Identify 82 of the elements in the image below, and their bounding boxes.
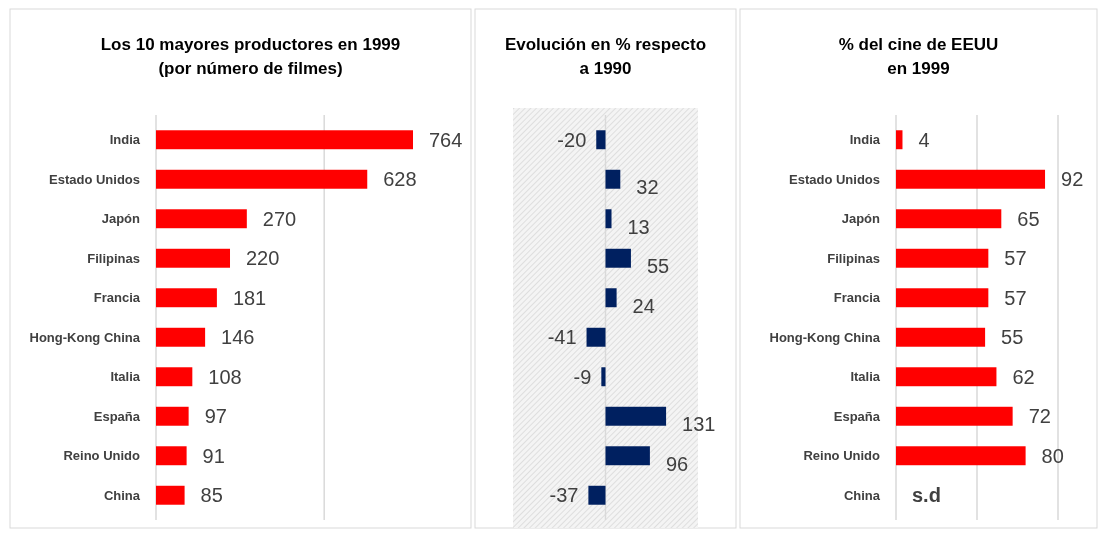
bar [156,209,247,229]
data-label: 65 [1017,207,1040,230]
y-tick-label: Italia [110,369,141,385]
data-label: 131 [682,413,716,436]
data-label: 108 [208,365,242,388]
y-tick-label: China [103,487,141,503]
bar [156,485,185,505]
data-label: 62 [1012,365,1035,388]
y-tick-label: Francia [93,290,141,306]
bar [605,288,617,308]
y-tick-label: Reino Unido [63,448,141,464]
bar [156,288,217,308]
bar [605,169,621,189]
bar [605,209,612,229]
bar [596,130,606,150]
y-tick-label: España [833,408,881,424]
y-tick-label: Francia [833,290,881,306]
bar [586,327,606,347]
data-label: 91 [202,444,225,467]
data-label: 270 [262,207,297,230]
bar [156,406,189,426]
bar [156,446,187,466]
y-tick-label: Italia [850,369,881,385]
data-label: 85 [200,484,223,507]
data-label: 24 [632,294,655,317]
data-label: 55 [1001,326,1024,349]
y-tick-label: Estado Unidos [48,171,140,187]
bar [605,248,631,268]
text: s.d [912,484,941,507]
data-label: 4 [918,128,930,151]
y-tick-label: Hong-Kong China [29,329,141,345]
y-tick-label: Hong-Kong China [769,329,881,345]
data-label: -37 [549,484,579,507]
data-label: 32 [636,176,659,199]
data-label: -41 [547,326,577,349]
bar [896,209,1002,229]
bar [156,130,413,150]
bar [605,446,650,466]
data-label: 57 [1004,247,1027,270]
bar [601,367,606,387]
data-label: 55 [646,255,670,278]
bar [156,169,368,189]
data-label: 13 [627,215,650,238]
chart-title: Los 10 mayores productores en 1999 (por número de filmes) [100,35,401,78]
y-tick-label: India [109,132,141,148]
bar [588,485,606,505]
y-tick-label: Filipinas [827,250,880,266]
y-tick-label: España [93,408,141,424]
y-tick-label: Estado Unidos [788,171,880,187]
bar [896,169,1046,189]
data-label: 80 [1041,444,1064,467]
data-label: 146 [221,326,255,349]
y-tick-label: Reino Unido [803,448,881,464]
bar [156,367,193,387]
bar [896,446,1026,466]
bar [605,406,667,426]
chart-title: % del cine de EEUU en 1999 [838,35,999,78]
y-tick-label: Filipinas [87,250,140,266]
data-label: -20 [557,128,587,151]
data-label: 628 [383,168,417,191]
data-label: -9 [573,365,592,388]
y-tick-label: Japón [101,211,141,227]
bar [896,367,997,387]
chart-title: Evolución en % respecto a 1990 [504,35,707,78]
y-tick-label: China [843,487,881,503]
bar [896,130,903,150]
data-label: 220 [246,247,280,270]
data-label: 57 [1004,286,1027,309]
bar [896,406,1013,426]
bar [156,327,206,347]
data-label: 97 [204,405,227,428]
bar [896,327,986,347]
data-label: 96 [665,452,689,475]
bar [896,248,989,268]
data-label: 92 [1061,168,1084,191]
data-label: 181 [232,286,267,309]
bar [156,248,231,268]
data-label: 764 [429,128,463,151]
bar [896,288,989,308]
y-tick-label: India [849,132,881,148]
data-label: 72 [1028,405,1051,428]
y-tick-label: Japón [841,211,881,227]
